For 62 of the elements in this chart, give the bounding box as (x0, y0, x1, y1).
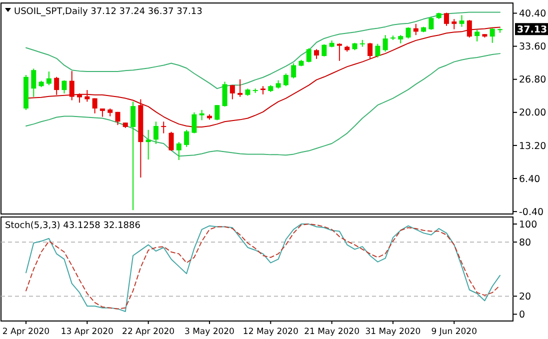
x-tick-label: 21 May 2020 (304, 327, 360, 337)
y-tick-label: 20 (519, 292, 532, 303)
candlestick (31, 68, 36, 98)
y-tick-label: 6.40 (519, 174, 540, 185)
candlestick (176, 142, 182, 161)
candlestick (368, 42, 373, 59)
x-tick-label: 12 May 2020 (242, 327, 298, 337)
y-tick-label: 80 (519, 237, 532, 248)
chart-title: USOIL_SPT,Daily 37.12 37.24 36.37 37.13 (14, 7, 202, 17)
candlestick (161, 121, 166, 134)
y-tick-label: 0 (519, 310, 526, 321)
candlestick (406, 26, 411, 39)
candlestick (322, 44, 327, 57)
candlestick (291, 62, 296, 79)
text: 37.13 (517, 24, 548, 36)
y-tick-label: 13.20 (519, 140, 546, 152)
candlestick (115, 111, 120, 126)
candlestick (146, 129, 151, 160)
x-tick-label: 9 Jun 2020 (431, 327, 477, 337)
y-tick-label: 33.60 (519, 42, 546, 53)
y-tick-label: 20.00 (519, 108, 546, 119)
candlestick (199, 109, 204, 121)
candlestick (459, 14, 464, 28)
x-tick-label: 22 Apr 2020 (122, 327, 175, 337)
candlestick (92, 98, 98, 114)
text: Stoch(5,3,3) 43.1258 32.1886 (5, 221, 141, 231)
x-tick-label: 13 Apr 2020 (60, 327, 114, 337)
candlestick (382, 34, 388, 52)
candlestick (283, 72, 288, 87)
candlestick (46, 71, 52, 86)
x-tick-label: 2 Apr 2020 (2, 327, 50, 337)
x-tick-label: 3 May 2020 (184, 327, 234, 337)
x-tick-label: 31 May 2020 (365, 327, 421, 337)
line-series (26, 53, 500, 157)
y-tick-label: 40.40 (519, 8, 546, 20)
candlestick (314, 48, 320, 60)
candlestick (214, 104, 220, 121)
y-tick-label: -0.40 (519, 206, 544, 218)
candlestick (192, 112, 197, 134)
candlestick (54, 76, 60, 96)
candlestick (428, 16, 434, 30)
y-tick-label: 100 (519, 219, 538, 230)
candlestick (222, 81, 228, 108)
candlestick (238, 78, 243, 98)
candlestick (69, 70, 74, 101)
candlestick (62, 80, 67, 94)
candlestick (230, 84, 235, 100)
candlestick (336, 42, 342, 62)
candlestick (168, 131, 174, 152)
candlestick (466, 20, 472, 38)
y-tick-label: 26.80 (519, 74, 546, 86)
candlestick (84, 90, 90, 102)
candlestick (375, 43, 380, 58)
candlestick (77, 92, 82, 104)
candlestick (153, 121, 158, 144)
candlestick (444, 12, 449, 26)
candlestick (490, 28, 495, 44)
candlestick (184, 129, 190, 148)
candlestick (452, 18, 457, 30)
candlestick (474, 29, 480, 42)
candlestick (130, 101, 136, 211)
candlestick (306, 48, 312, 63)
